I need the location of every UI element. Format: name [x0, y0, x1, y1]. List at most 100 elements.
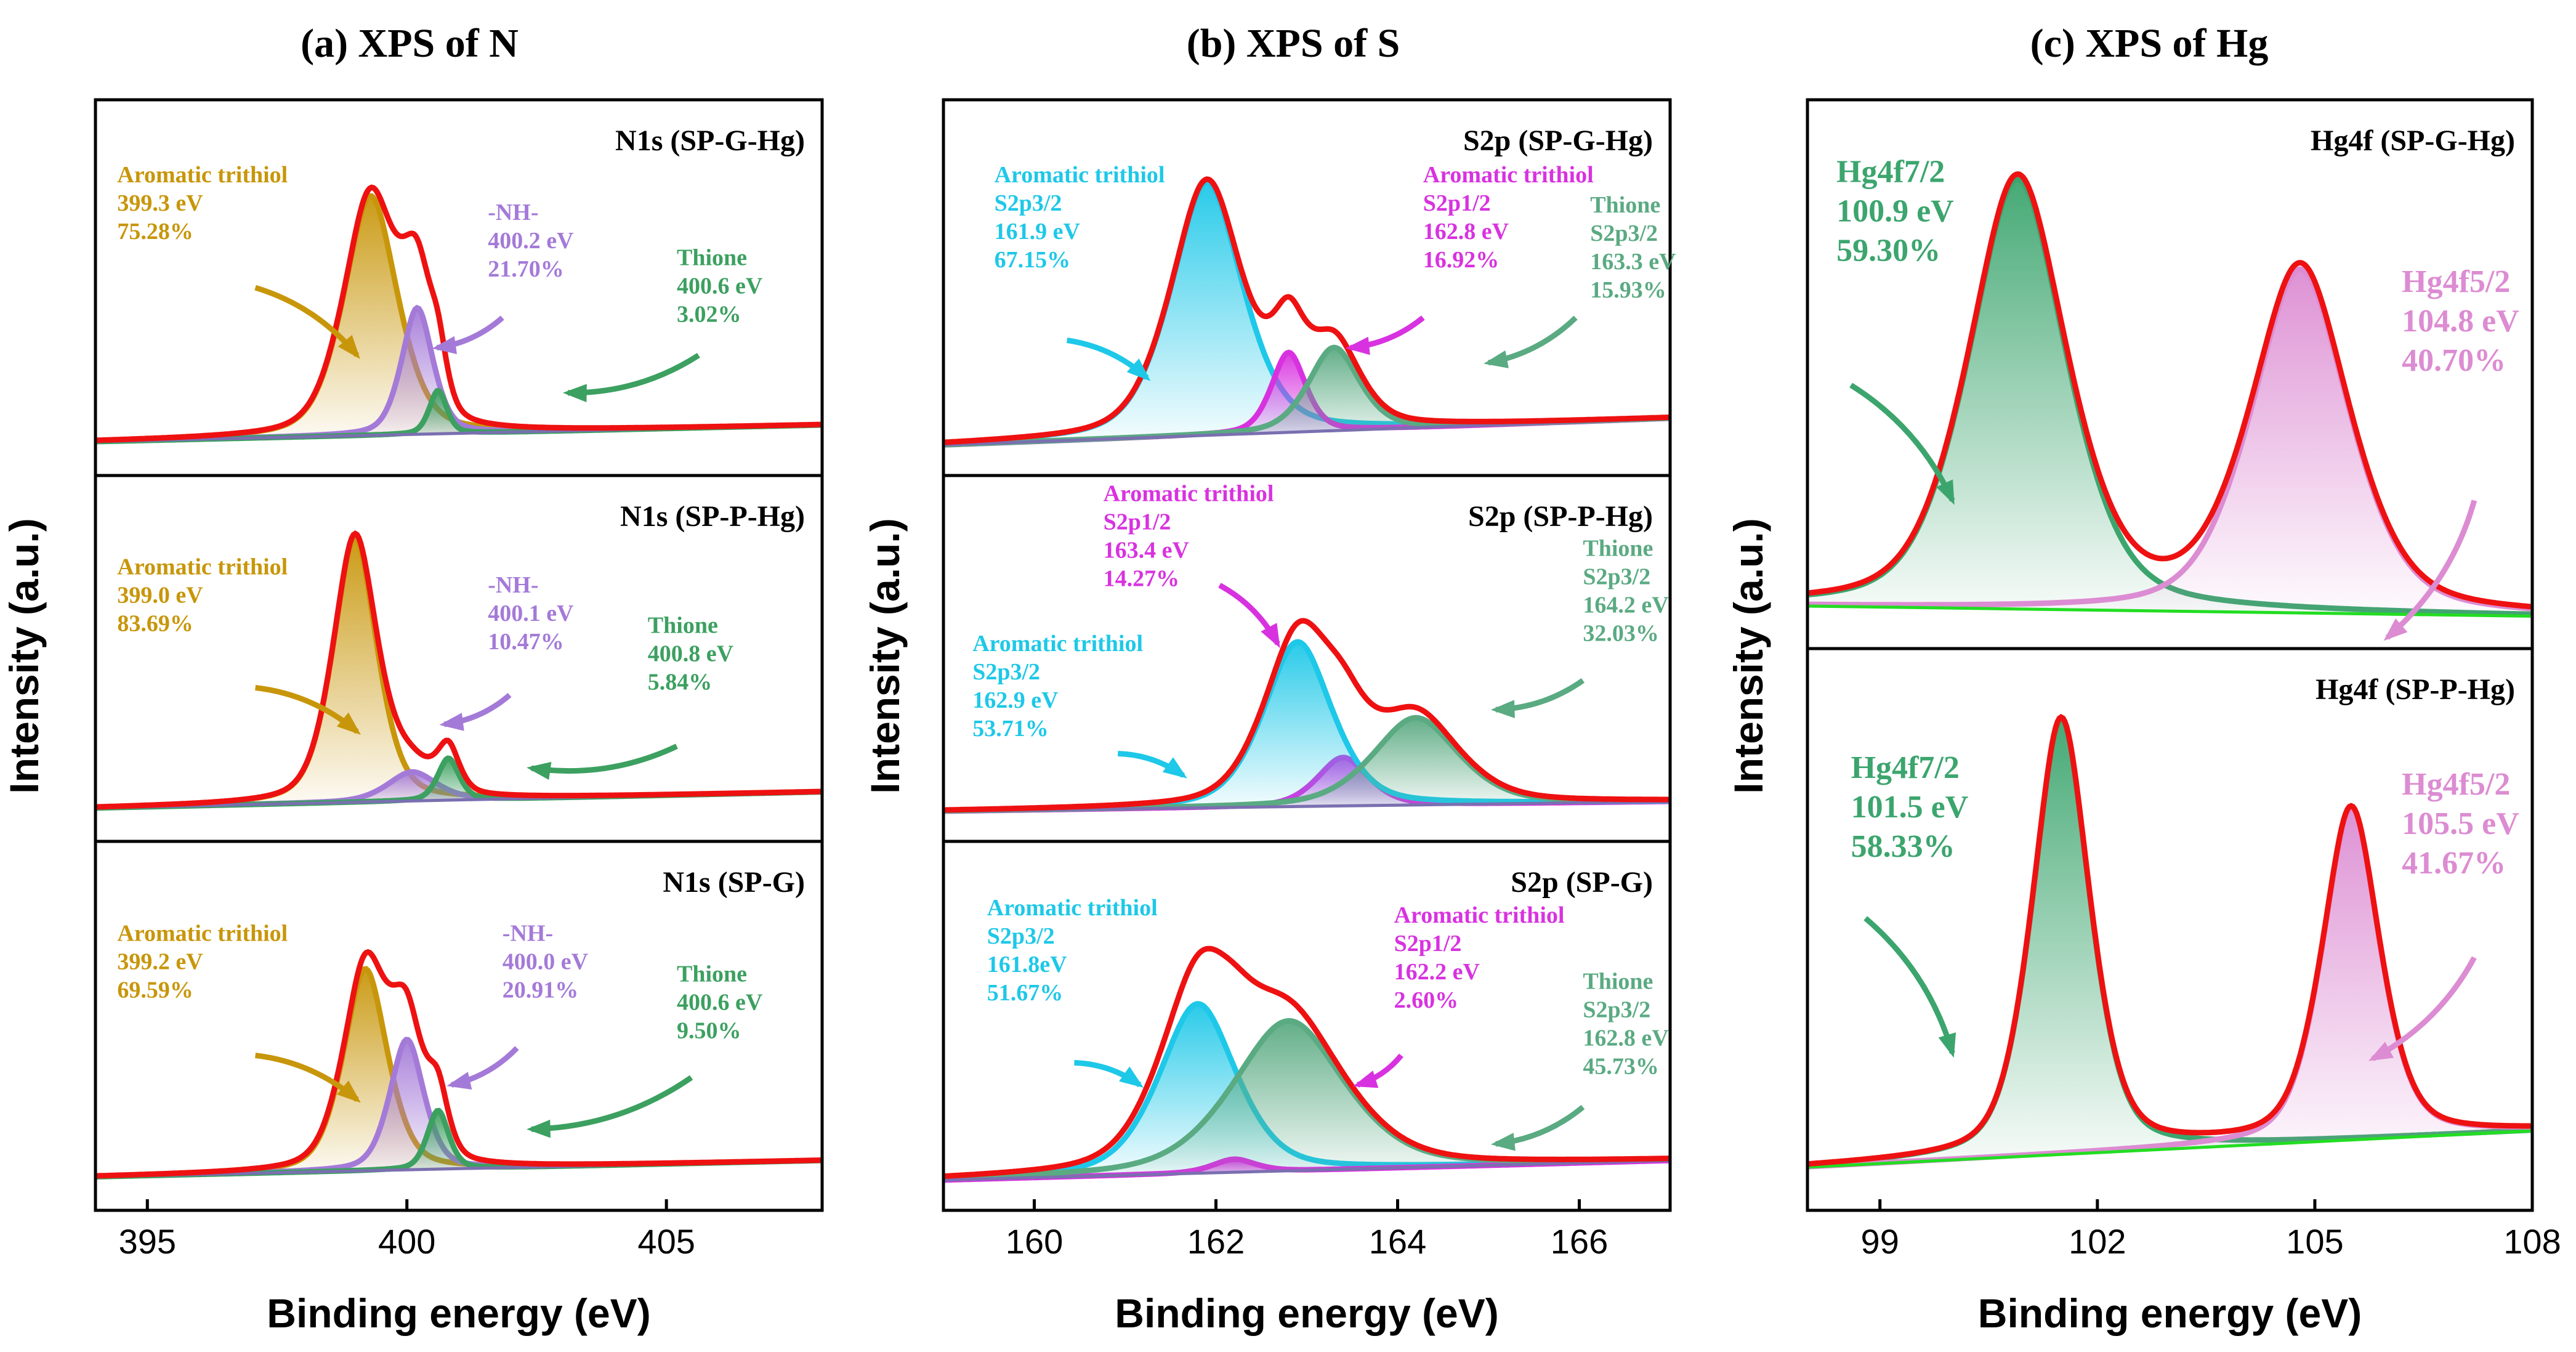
arrow-shaft: [2385, 500, 2477, 640]
peak-annotation: Aromatic trithiol 399.3 eV 75.28%: [117, 162, 288, 245]
envelope-line: [943, 945, 1670, 1180]
peak-annotation: Aromatic trithiol S2p1/2 162.8 eV 16.92%: [1423, 162, 1594, 273]
arrow-shaft: [531, 1075, 693, 1132]
x-tick-label: 160: [1006, 1222, 1063, 1261]
arrow-head: [2368, 1042, 2394, 1061]
peak-fill: [943, 347, 1670, 445]
arrow-head: [527, 1119, 551, 1138]
envelope-line: [1807, 171, 2532, 610]
annotation-line: 75.28%: [117, 219, 193, 245]
peak-annotation: Thione 400.8 eV 5.84%: [648, 612, 734, 695]
arrow-head: [336, 712, 361, 735]
arrow-head: [1938, 1032, 1956, 1058]
arrow-shaft: [567, 353, 700, 396]
annotation-line: 14.27%: [1104, 566, 1180, 592]
x-tick-label: 162: [1187, 1222, 1245, 1261]
peak-annotation: Thione S2p3/2 164.2 eV 32.03%: [1583, 536, 1669, 647]
annotation-line: 104.8 eV: [2402, 304, 2519, 339]
peak-annotation: Thione S2p3/2 163.3 eV 15.93%: [1590, 192, 1676, 303]
arrow-head: [337, 334, 360, 359]
y-axis-label: Intensity (a.u.): [1726, 518, 1771, 793]
annotation-line: -NH-: [488, 200, 538, 225]
arrow-head: [1119, 1066, 1144, 1088]
peak-fill: [943, 718, 1670, 811]
annotation-line: 164.2 eV: [1583, 593, 1669, 618]
annotation-line: Aromatic trithiol: [117, 162, 288, 188]
x-axis-label: Binding energy (eV): [1978, 1290, 2362, 1336]
subpanel: N1s (SP-P-Hg) Aromatic trithiol 399.0 eV 83…: [94, 474, 824, 843]
annotation-line: 101.5 eV: [1851, 790, 1969, 825]
envelope-line: [943, 618, 1670, 813]
annotation-line: S2p3/2: [1583, 564, 1650, 590]
peak-fill: [95, 391, 822, 442]
subpanel: Hg4f (SP-G-Hg) Hg4f7/2 100.9 eV 59.30% Hg4f5…: [1806, 98, 2534, 650]
peak-fill: [95, 1111, 822, 1177]
peak-annotation: Hg4f7/2 101.5 eV 58.33%: [1851, 750, 1969, 864]
annotation-line: Hg4f5/2: [2402, 767, 2510, 802]
annotation-line: S2p1/2: [1104, 509, 1171, 535]
annotation-line: 105.5 eV: [2402, 806, 2519, 841]
annotation-line: -NH-: [488, 572, 538, 598]
annotation-line: S2p3/2: [972, 659, 1040, 685]
arrow-shaft: [1849, 383, 1955, 502]
annotation-line: 399.0 eV: [117, 582, 203, 608]
annotation-line: 162.2 eV: [1394, 959, 1480, 985]
annotation-line: 32.03%: [1583, 621, 1659, 647]
x-tick-label: 395: [119, 1222, 176, 1261]
annotation-line: 3.02%: [677, 301, 741, 327]
peak-fill: [943, 1021, 1670, 1180]
arrow-head: [439, 713, 464, 731]
arrow-head: [1162, 757, 1187, 779]
annotation-line: Thione: [648, 612, 718, 638]
annotation-line: S2p1/2: [1394, 931, 1462, 957]
annotation-line: Aromatic trithiol: [1104, 481, 1274, 507]
annotation-line: 16.92%: [1423, 247, 1500, 273]
x-axis-label: Binding energy (eV): [1115, 1290, 1498, 1336]
annotation-line: Aromatic trithiol: [117, 554, 288, 580]
peak-annotation: Aromatic trithiol S2p1/2 162.2 eV 2.60%: [1394, 902, 1565, 1013]
arrow-head: [1490, 1133, 1516, 1151]
annotation-line: 2.60%: [1394, 987, 1459, 1013]
annotation-line: Aromatic trithiol: [1423, 162, 1594, 188]
arrow-head: [563, 384, 587, 402]
annotation-line: S2p3/2: [987, 923, 1055, 949]
arrow-head: [2383, 618, 2408, 641]
peak-fill: [943, 642, 1670, 811]
peak-annotation: -NH- 400.1 eV 10.47%: [488, 572, 574, 655]
x-tick-label: 164: [1369, 1222, 1426, 1261]
peak-annotation: Aromatic trithiol 399.0 eV 83.69%: [117, 554, 288, 636]
subpanel: S2p (SP-P-Hg)Aromatic trithiol S2p1/2 163.…: [942, 474, 1672, 843]
y-axis-label: Intensity (a.u.): [862, 518, 908, 793]
subpanel-label: N1s (SP-P-Hg): [620, 500, 805, 533]
annotation-line: 399.2 eV: [117, 949, 203, 975]
subpanel-frame: [942, 840, 1672, 1212]
y-axis-label: Intensity (a.u.): [1, 518, 47, 793]
annotation-line: 53.71%: [972, 716, 1049, 742]
peak-annotation: Thione S2p3/2 162.8 eV 45.73%: [1583, 969, 1669, 1080]
annotation-line: 51.67%: [987, 980, 1064, 1006]
arrow-head: [432, 336, 457, 354]
subpanel-label: N1s (SP-G): [663, 866, 805, 899]
subpanel: S2p (SP-G-Hg)Aromatic trithiol S2p3/2 161.…: [942, 98, 1676, 477]
arrow-head: [446, 1072, 472, 1090]
annotation-line: S2p3/2: [1583, 997, 1650, 1023]
subpanel-label: S2p (SP-G-Hg): [1463, 124, 1653, 157]
annotation-line: 45.73%: [1583, 1054, 1659, 1080]
subpanel: Hg4f (SP-P-Hg) Hg4f7/2 101.5 eV 58.33% Hg4f5…: [1806, 647, 2534, 1212]
peak-line: [95, 304, 822, 445]
annotation-line: 162.8 eV: [1583, 1026, 1669, 1051]
annotation-line: 100.9 eV: [1836, 194, 1954, 229]
peak-annotation: Hg4f5/2 104.8 eV 40.70%: [2402, 264, 2519, 378]
peak-fill: [1807, 269, 2532, 617]
arrow-head: [527, 761, 552, 780]
peak-annotation: Hg4f7/2 100.9 eV 59.30%: [1836, 155, 1954, 269]
arrow-head: [1936, 479, 1955, 505]
annotation-line: 400.6 eV: [677, 273, 763, 299]
annotation-line: 162.8 eV: [1423, 219, 1509, 245]
subpanel-label: N1s (SP-G-Hg): [615, 124, 805, 157]
x-tick-label: 108: [2503, 1222, 2561, 1261]
annotation-line: Aromatic trithiol: [1394, 902, 1565, 928]
baseline: [1807, 1129, 2532, 1169]
subpanel-frame: [94, 840, 824, 1212]
